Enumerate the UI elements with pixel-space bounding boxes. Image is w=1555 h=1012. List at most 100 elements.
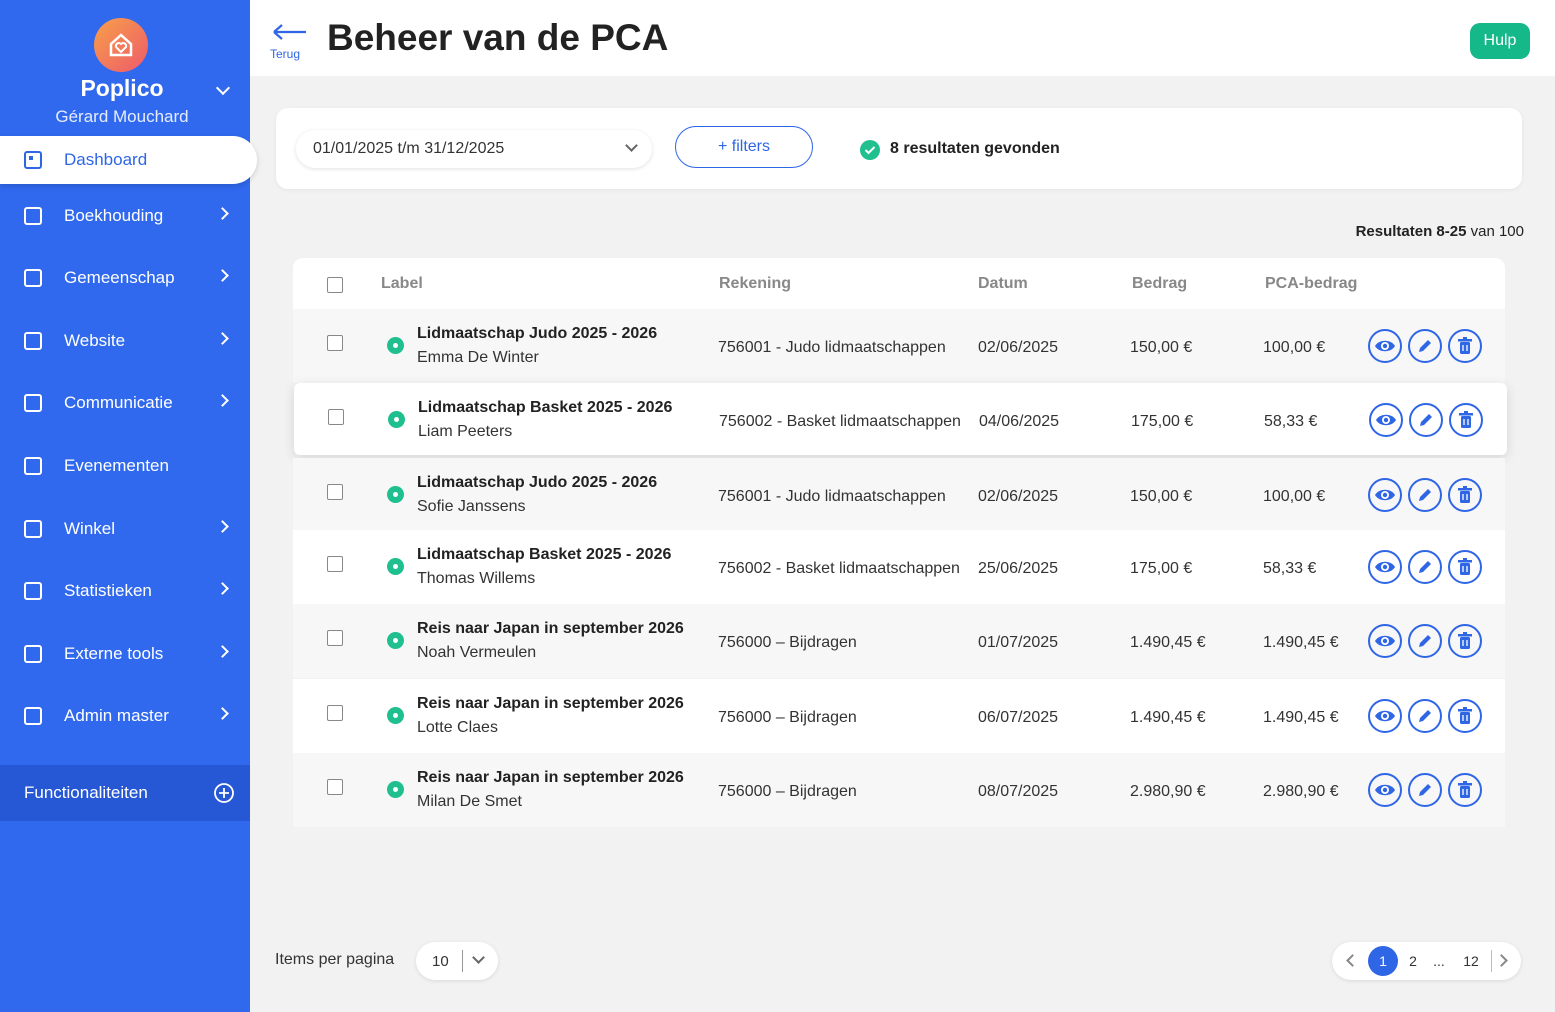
row-title: Lidmaatschap Judo 2025 - 2026 — [417, 325, 658, 342]
delete-button[interactable] — [1448, 624, 1482, 658]
amount: 1.490,45 € — [1130, 634, 1206, 651]
view-button[interactable] — [1368, 699, 1402, 733]
row-name: Sofie Janssens — [417, 498, 526, 515]
status-dot — [387, 337, 404, 354]
row-title: Lidmaatschap Basket 2025 - 2026 — [418, 399, 673, 416]
chevron — [216, 582, 229, 595]
logo — [94, 18, 148, 72]
pca-amount: 100,00 € — [1263, 339, 1326, 356]
status-dot — [387, 707, 404, 724]
delete-button[interactable] — [1448, 550, 1482, 584]
icon — [1375, 784, 1395, 796]
chevron — [216, 645, 229, 658]
account: 756002 - Basket lidmaatschappen — [719, 413, 961, 430]
features-label: Functionaliteiten — [24, 783, 148, 802]
features-bar[interactable]: Functionaliteiten — [0, 765, 250, 821]
view-button[interactable] — [1369, 403, 1403, 437]
column-header: Label — [381, 275, 423, 292]
row-checkbox[interactable] — [327, 779, 343, 795]
chevron — [216, 332, 229, 345]
prev-page[interactable] — [1346, 954, 1359, 967]
delete-button[interactable] — [1449, 403, 1483, 437]
logo-icon — [109, 33, 133, 57]
chevron — [216, 269, 229, 282]
menu-icon — [24, 645, 42, 663]
account: 756000 – Bijdragen — [718, 783, 857, 800]
status-dot — [387, 558, 404, 575]
row-checkbox[interactable] — [328, 409, 344, 425]
menu-label: Gemeenschap — [64, 268, 175, 287]
edit-button[interactable] — [1408, 773, 1442, 807]
menu-label: Communicatie — [64, 393, 173, 412]
menu-item[interactable]: Winkel — [0, 505, 250, 553]
row-title: Reis naar Japan in september 2026 — [417, 695, 684, 712]
select-all[interactable] — [327, 277, 343, 293]
account: 756001 - Judo lidmaatschappen — [718, 488, 946, 505]
period-chevron — [625, 139, 638, 152]
account: 756000 – Bijdragen — [718, 634, 857, 651]
chevron — [216, 207, 229, 220]
row-name: Milan De Smet — [417, 793, 522, 810]
page-button[interactable]: 2 — [1409, 953, 1417, 969]
help-button[interactable]: Hulp — [1470, 23, 1530, 59]
page-button[interactable]: ... — [1433, 953, 1445, 969]
delete-button[interactable] — [1448, 329, 1482, 363]
view-button[interactable] — [1368, 329, 1402, 363]
back-button[interactable]: Terug — [270, 22, 310, 62]
view-button[interactable] — [1368, 550, 1402, 584]
amount: 175,00 € — [1131, 413, 1194, 430]
account: 756001 - Judo lidmaatschappen — [718, 339, 946, 356]
amount: 2.980,90 € — [1130, 783, 1206, 800]
view-button[interactable] — [1368, 624, 1402, 658]
per-page-select[interactable]: 10 — [416, 942, 498, 980]
menu-item[interactable]: Dashboard — [0, 136, 257, 184]
edit-button[interactable] — [1409, 403, 1443, 437]
amount: 1.490,45 € — [1130, 709, 1206, 726]
menu-item[interactable]: Communicatie — [0, 379, 250, 427]
user-name: Gérard Mouchard — [55, 107, 189, 126]
edit-button[interactable] — [1408, 478, 1442, 512]
table-row: Lidmaatschap Basket 2025 - 2026 Thomas Wi… — [293, 530, 1505, 604]
menu-item[interactable]: Externe tools — [0, 630, 250, 678]
row-checkbox[interactable] — [327, 705, 343, 721]
icon — [1458, 707, 1472, 724]
row-checkbox[interactable] — [327, 630, 343, 646]
menu-label: Evenementen — [64, 456, 169, 475]
edit-button[interactable] — [1408, 699, 1442, 733]
filters-button[interactable]: + filters — [675, 126, 813, 168]
page-button[interactable]: 12 — [1463, 953, 1479, 969]
next-page[interactable] — [1495, 954, 1508, 967]
delete-button[interactable] — [1448, 478, 1482, 512]
icon — [1419, 561, 1431, 573]
amount: 175,00 € — [1130, 560, 1193, 577]
edit-button[interactable] — [1408, 329, 1442, 363]
menu-item[interactable]: Admin master — [0, 692, 250, 740]
account: 756002 - Basket lidmaatschappen — [718, 560, 960, 577]
row-name: Liam Peeters — [418, 423, 513, 440]
date: 02/06/2025 — [978, 339, 1059, 356]
menu-label: Website — [64, 331, 126, 350]
row-checkbox[interactable] — [327, 484, 343, 500]
delete-button[interactable] — [1448, 773, 1482, 807]
row-checkbox[interactable] — [327, 335, 343, 351]
row-checkbox[interactable] — [327, 556, 343, 572]
view-button[interactable] — [1368, 773, 1402, 807]
menu-item[interactable]: Gemeenschap — [0, 254, 250, 302]
view-button[interactable] — [1368, 478, 1402, 512]
menu-item[interactable]: Website — [0, 317, 250, 365]
menu-item[interactable]: Evenementen — [0, 442, 250, 490]
delete-button[interactable] — [1448, 699, 1482, 733]
menu-label: Dashboard — [64, 150, 148, 169]
period-select[interactable]: 01/01/2025 t/m 31/12/2025 — [296, 130, 652, 168]
row-title: Reis naar Japan in september 2026 — [417, 620, 684, 637]
divider — [1491, 950, 1492, 972]
page-button[interactable]: 1 — [1368, 946, 1398, 976]
edit-button[interactable] — [1408, 624, 1442, 658]
date: 06/07/2025 — [978, 709, 1059, 726]
menu-item[interactable]: Boekhouding — [0, 192, 250, 240]
pca-amount: 58,33 € — [1263, 560, 1317, 577]
menu-item[interactable]: Statistieken — [0, 567, 250, 615]
status-dot — [387, 486, 404, 503]
edit-button[interactable] — [1408, 550, 1442, 584]
menu-icon — [24, 394, 42, 412]
